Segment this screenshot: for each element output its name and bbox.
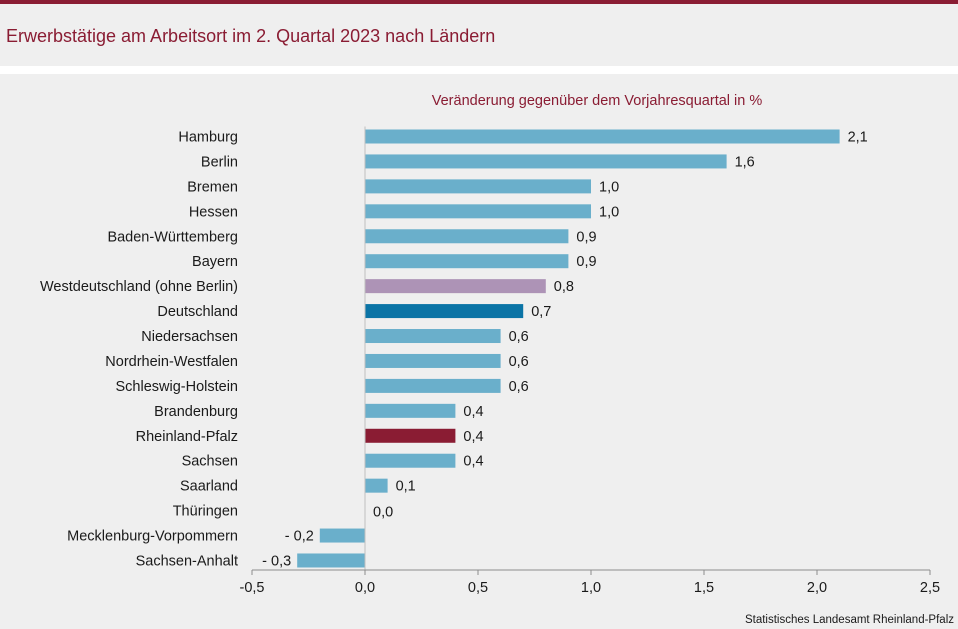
category-label: Bremen (187, 179, 238, 195)
bar (365, 478, 388, 493)
value-label: 0,4 (463, 404, 483, 420)
chart-title: Veränderung gegenüber dem Vorjahresquart… (432, 93, 763, 109)
x-tick-label: 1,0 (581, 580, 601, 596)
category-label: Westdeutschland (ohne Berlin) (40, 279, 238, 295)
bar (365, 179, 591, 194)
category-label: Bayern (192, 254, 238, 270)
header: Erwerbstätige am Arbeitsort im 2. Quarta… (0, 4, 958, 66)
category-label: Baden-Württemberg (107, 229, 238, 245)
bar (365, 279, 546, 294)
value-label: 0,4 (463, 429, 483, 445)
value-label: 0,6 (509, 329, 529, 345)
x-tick-label: 0,0 (355, 580, 375, 596)
bar (365, 129, 840, 144)
source-note: Statistisches Landesamt Rheinland-Pfalz (744, 614, 954, 626)
bar (365, 304, 524, 319)
category-label: Hessen (189, 204, 238, 220)
category-label: Nordrhein-Westfalen (105, 354, 238, 370)
category-label: Saarland (180, 479, 238, 495)
bar (365, 428, 456, 443)
category-label: Berlin (201, 154, 238, 170)
bar (365, 403, 456, 418)
bar (365, 229, 569, 244)
value-label: 0,6 (509, 379, 529, 395)
value-label: 0,7 (531, 304, 551, 320)
category-label: Sachsen (182, 454, 238, 470)
bar (365, 329, 501, 344)
bar (365, 453, 456, 468)
header-separator (0, 66, 958, 74)
x-tick-label: 2,0 (807, 580, 827, 596)
value-label: 0,1 (396, 479, 416, 495)
bar (365, 154, 727, 169)
category-label: Mecklenburg-Vorpommern (67, 529, 238, 545)
bar (365, 254, 569, 269)
bar (365, 204, 591, 219)
value-label: 1,0 (599, 179, 619, 195)
value-label: 2,1 (848, 130, 868, 146)
value-label: 0,0 (373, 505, 393, 521)
x-tick-label: -0,5 (240, 580, 265, 596)
category-label: Schleswig-Holstein (116, 379, 239, 395)
page-title: Erwerbstätige am Arbeitsort im 2. Quarta… (6, 26, 496, 46)
value-label: 0,9 (576, 254, 596, 270)
value-label: - 0,3 (262, 553, 291, 569)
top-accent-line (0, 0, 958, 4)
category-label: Niedersachsen (141, 329, 238, 345)
value-label: 1,0 (599, 204, 619, 220)
value-label: 0,4 (463, 454, 483, 470)
bar (319, 528, 365, 543)
category-label: Rheinland-Pfalz (136, 429, 238, 445)
bar (365, 353, 501, 368)
x-tick-label: 2,5 (920, 580, 940, 596)
x-tick-label: 0,5 (468, 580, 488, 596)
category-label: Hamburg (178, 130, 238, 146)
category-label: Sachsen-Anhalt (136, 553, 238, 569)
bar (365, 378, 501, 393)
value-label: 0,9 (576, 229, 596, 245)
x-tick-label: 1,5 (694, 580, 714, 596)
category-label: Deutschland (157, 304, 238, 320)
bar (297, 553, 365, 568)
value-label: 0,6 (509, 354, 529, 370)
category-label: Thüringen (173, 504, 238, 520)
value-label: - 0,2 (285, 529, 314, 545)
value-label: 0,8 (554, 279, 574, 295)
value-label: 1,6 (735, 154, 755, 170)
category-label: Brandenburg (154, 404, 238, 420)
